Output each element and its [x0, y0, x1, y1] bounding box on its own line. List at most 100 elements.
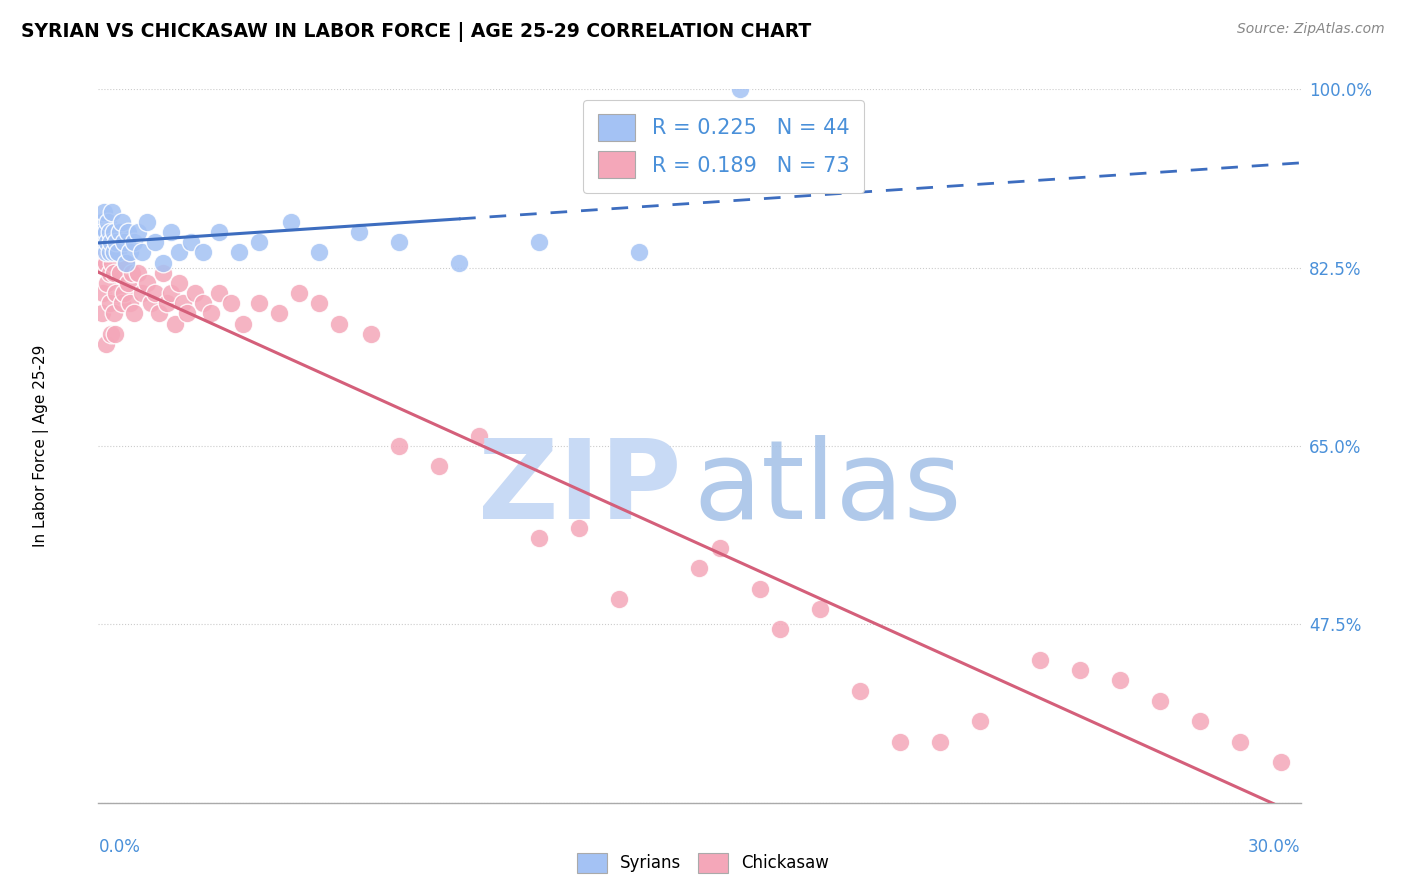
Point [100, 266, 122, 280]
Point [131, 286, 153, 301]
Text: 0.0%: 0.0% [98, 838, 141, 856]
Text: In Labor Force | Age 25-29: In Labor Force | Age 25-29 [32, 345, 49, 547]
Point [568, 520, 591, 534]
Point [159, 286, 181, 301]
Point [447, 255, 470, 269]
Point [628, 245, 651, 260]
Point [128, 266, 150, 280]
Point [328, 317, 350, 331]
Point [91, 225, 114, 239]
Point [280, 215, 302, 229]
Point [172, 296, 194, 310]
Point [93, 204, 115, 219]
Point [117, 225, 139, 239]
Point [93, 235, 115, 249]
Point [107, 245, 129, 260]
Point [208, 225, 231, 239]
Point [208, 286, 231, 301]
Text: ZIP: ZIP [478, 435, 682, 542]
Point [889, 734, 911, 748]
Point [388, 439, 411, 453]
Point [148, 306, 170, 320]
Point [308, 245, 330, 260]
Point [115, 255, 138, 269]
Point [100, 235, 122, 249]
Point [124, 306, 146, 320]
Point [100, 326, 122, 341]
Point [94, 337, 117, 351]
Point [107, 245, 129, 260]
Point [121, 266, 143, 280]
Point [228, 245, 250, 260]
Point [114, 235, 136, 249]
Point [100, 225, 122, 239]
Point [110, 266, 132, 280]
Point [120, 245, 142, 260]
Point [1029, 653, 1052, 667]
Point [90, 306, 112, 320]
Point [97, 245, 120, 260]
Point [849, 683, 872, 698]
Point [176, 306, 198, 320]
Point [709, 541, 731, 555]
Point [143, 235, 166, 249]
Text: atlas: atlas [693, 435, 962, 542]
Point [609, 591, 631, 606]
Point [247, 235, 270, 249]
Point [163, 317, 186, 331]
Point [96, 276, 118, 290]
Point [97, 215, 120, 229]
Point [388, 235, 411, 249]
Point [152, 266, 174, 280]
Point [167, 276, 190, 290]
Point [105, 286, 128, 301]
Point [111, 215, 134, 229]
Point [247, 296, 270, 310]
Text: Source: ZipAtlas.com: Source: ZipAtlas.com [1237, 22, 1385, 37]
Point [96, 255, 118, 269]
Point [167, 245, 190, 260]
Text: SYRIAN VS CHICKASAW IN LABOR FORCE | AGE 25-29 CORRELATION CHART: SYRIAN VS CHICKASAW IN LABOR FORCE | AGE… [21, 22, 811, 42]
Text: 30.0%: 30.0% [1249, 838, 1301, 856]
Point [808, 602, 831, 616]
Point [120, 296, 142, 310]
Point [769, 623, 792, 637]
Point [529, 531, 551, 545]
Point [468, 429, 491, 443]
Point [101, 204, 124, 219]
Point [135, 276, 157, 290]
Point [90, 235, 112, 249]
Point [96, 225, 118, 239]
Point [529, 235, 551, 249]
Point [98, 245, 121, 260]
Point [110, 225, 132, 239]
Point [155, 296, 177, 310]
Point [96, 235, 118, 249]
Point [114, 286, 136, 301]
Legend: Syrians, Chickasaw: Syrians, Chickasaw [569, 847, 837, 880]
Point [191, 245, 214, 260]
Point [91, 286, 114, 301]
Point [288, 286, 311, 301]
Point [748, 582, 770, 596]
Point [232, 317, 254, 331]
Point [103, 306, 125, 320]
Point [308, 296, 330, 310]
Point [969, 714, 991, 729]
Point [101, 255, 124, 269]
Point [1270, 755, 1292, 769]
Point [94, 245, 117, 260]
Point [98, 296, 121, 310]
Point [131, 245, 153, 260]
Point [1149, 694, 1171, 708]
Point [689, 561, 711, 575]
Point [115, 255, 138, 269]
Point [104, 326, 127, 341]
Point [159, 225, 181, 239]
Point [427, 459, 450, 474]
Point [1189, 714, 1212, 729]
Point [183, 286, 205, 301]
Point [1069, 663, 1091, 677]
Point [128, 225, 150, 239]
Point [89, 245, 111, 260]
